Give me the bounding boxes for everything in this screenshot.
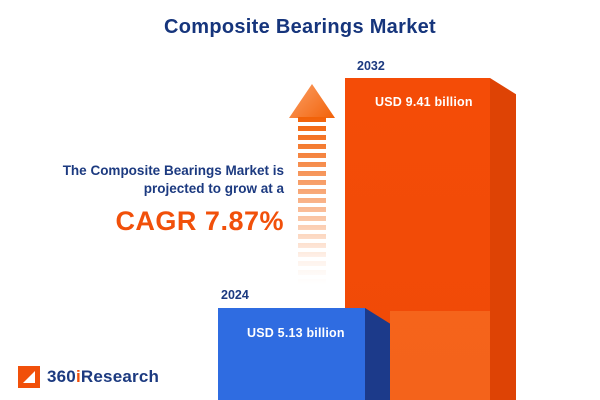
year-label-2024: 2024 <box>221 288 249 302</box>
growth-text-line2: projected to grow at a <box>143 181 284 197</box>
bar-2032-side <box>490 78 516 400</box>
logo-text-i: i <box>75 367 81 386</box>
value-label-2024: USD 5.13 billion <box>247 326 345 340</box>
logo-text-360: 360 <box>47 367 76 386</box>
brand-logo: 360iResearch <box>18 366 159 388</box>
bar-2024-side <box>365 308 390 400</box>
logo-text: 360iResearch <box>47 367 159 387</box>
value-label-2032: USD 9.41 billion <box>375 95 473 109</box>
growth-annotation: The Composite Bearings Market is project… <box>4 162 284 237</box>
bar-2024 <box>218 308 390 400</box>
bar-2032-highlight <box>390 311 490 400</box>
page-title: Composite Bearings Market <box>163 16 436 38</box>
logo-icon <box>18 366 40 388</box>
year-label-2032: 2032 <box>357 59 385 73</box>
arrow-stripes <box>298 117 326 284</box>
arrow-up-icon <box>289 84 335 118</box>
logo-text-research: Research <box>80 367 160 386</box>
cagr-value: CAGR 7.87% <box>115 206 284 237</box>
growth-text-line1: The Composite Bearings Market is <box>62 163 284 178</box>
bar-2024-front <box>218 308 365 400</box>
growth-arrow <box>289 84 335 284</box>
